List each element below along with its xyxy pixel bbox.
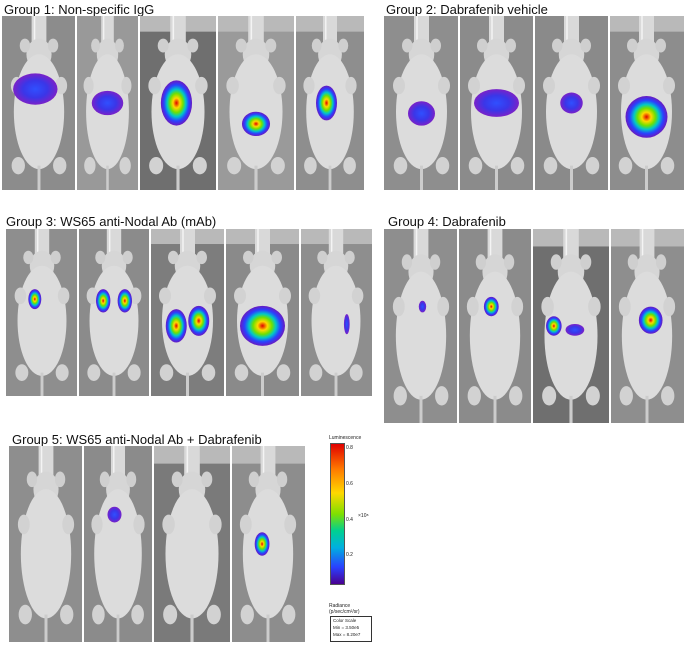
image-divider (224, 229, 226, 396)
image-divider (77, 229, 79, 396)
legend-tick: 0.2 (346, 552, 353, 558)
color-scale-bar (330, 443, 345, 585)
legend-title: Luminescence (329, 435, 362, 441)
group-1-mouse-image (139, 16, 217, 190)
group-1-mouse-image (76, 16, 139, 190)
group-2-image-panel (383, 16, 685, 190)
color-scale-min: Min = 3.50e5 (333, 625, 360, 630)
legend-multiplier: ×10⁸ (358, 513, 369, 519)
group-2-mouse-image (534, 16, 609, 190)
image-divider (533, 16, 535, 190)
group-5-title: Group 5: WS65 anti-Nodal Ab + Dabrafenib (12, 432, 262, 447)
legend-tick: 0.4 (346, 517, 353, 523)
image-divider (230, 446, 232, 642)
group-1-mouse-image (295, 16, 364, 190)
group-5-image-panel (8, 446, 306, 642)
group-5-mouse-image (231, 446, 305, 642)
luminescence-color-scale: Luminescence 0.8 0.6 0.4 ×10⁸ 0.2 Radian… (328, 433, 448, 645)
image-divider (457, 229, 459, 423)
group-1-mouse-image (217, 16, 295, 190)
group-5-mouse-image (83, 446, 153, 642)
group-3-mouse-image (6, 229, 78, 396)
group-4-mouse-image (458, 229, 532, 423)
group-1-title: Group 1: Non-specific IgG (4, 2, 155, 17)
radiance-label: Radiance (329, 603, 351, 609)
group-3-mouse-image (300, 229, 372, 396)
color-scale-box: Color Scale Min = 3.50e5 Max = 8.20e7 (330, 616, 372, 642)
image-divider (608, 16, 610, 190)
group-4-mouse-image (384, 229, 458, 423)
image-divider (216, 16, 218, 190)
image-divider (75, 16, 77, 190)
group-3-mouse-image (150, 229, 225, 396)
group-3-title: Group 3: WS65 anti-Nodal Ab (mAb) (6, 214, 217, 229)
image-divider (138, 16, 140, 190)
image-divider (294, 16, 296, 190)
group-2-mouse-image (384, 16, 459, 190)
image-divider (82, 446, 84, 642)
group-3-mouse-image (78, 229, 150, 396)
radiance-units: (p/sec/cm²/sr) (329, 609, 360, 615)
group-5-mouse-image (153, 446, 231, 642)
image-divider (152, 446, 154, 642)
group-1-image-panel (1, 16, 365, 190)
group-4-mouse-image (610, 229, 684, 423)
group-5-mouse-image (9, 446, 83, 642)
color-scale-max: Max = 8.20e7 (333, 632, 361, 637)
group-3-mouse-image (225, 229, 300, 396)
group-2-mouse-image (459, 16, 534, 190)
group-1-mouse-image (2, 16, 76, 190)
group-4-mouse-image (532, 229, 610, 423)
group-3-image-panel (5, 229, 373, 396)
legend-tick: 0.6 (346, 481, 353, 487)
image-divider (149, 229, 151, 396)
group-2-title: Group 2: Dabrafenib vehicle (386, 2, 548, 17)
group-4-image-panel (383, 229, 685, 423)
image-divider (531, 229, 533, 423)
group-2-mouse-image (609, 16, 684, 190)
color-scale-label: Color Scale (333, 618, 357, 623)
image-divider (609, 229, 611, 423)
group-4-title: Group 4: Dabrafenib (388, 214, 506, 229)
image-divider (458, 16, 460, 190)
image-divider (299, 229, 301, 396)
legend-tick: 0.8 (346, 445, 353, 451)
